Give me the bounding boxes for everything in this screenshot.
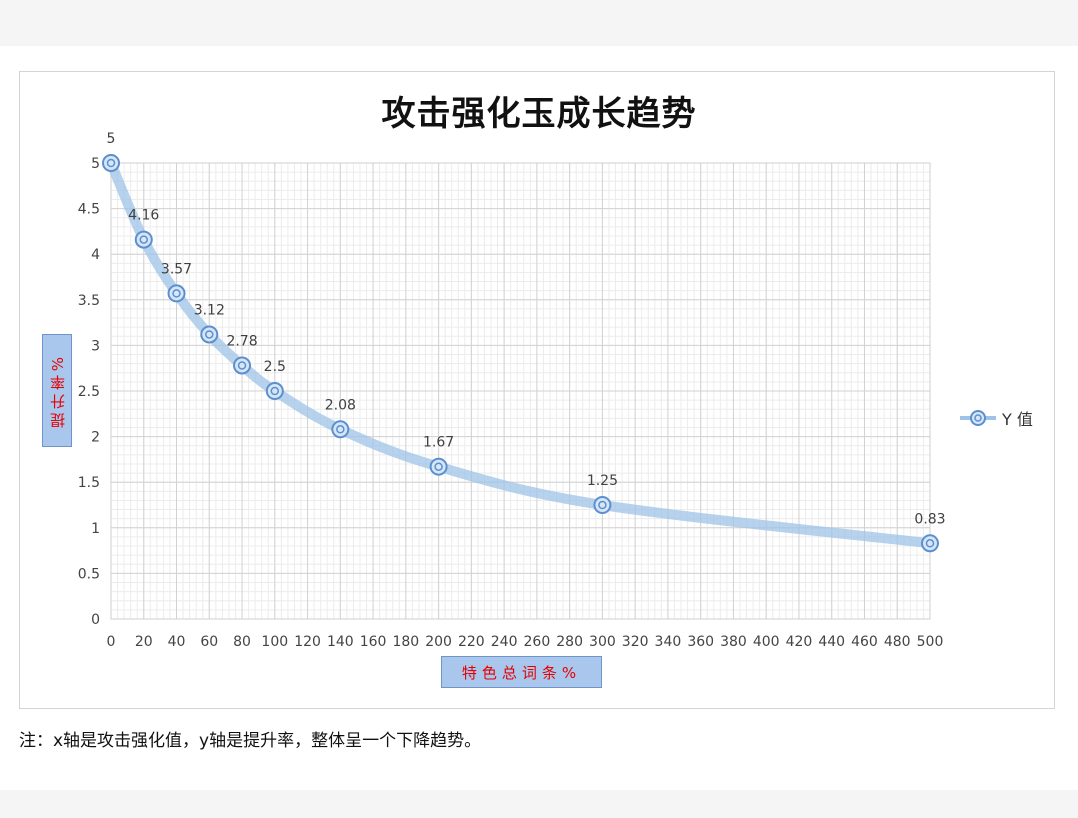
x-tick-label: 220 [458, 634, 485, 650]
x-tick-label: 460 [851, 634, 878, 650]
data-label: 3.12 [194, 302, 225, 318]
x-tick-label: 320 [622, 634, 649, 650]
x-tick-label: 500 [917, 634, 944, 650]
x-tick-label: 0 [107, 634, 116, 650]
x-tick-label: 100 [261, 634, 288, 650]
y-axis-title: 提升率% [42, 334, 72, 447]
data-point-marker [102, 154, 120, 172]
data-label: 5 [107, 131, 116, 147]
top-band [0, 0, 1078, 46]
x-tick-label: 200 [425, 634, 452, 650]
data-point-marker-inner [925, 539, 935, 548]
data-point-marker-inner [205, 330, 214, 339]
y-tick-label: 1 [91, 521, 100, 537]
legend-marker-icon [960, 410, 996, 426]
major-grid [110, 162, 931, 620]
data-point-marker-inner [336, 425, 345, 434]
y-tick-label: 1.5 [78, 475, 100, 491]
y-tick-label: 3.5 [78, 293, 100, 309]
series-curve [106, 158, 935, 549]
x-tick-label: 80 [233, 634, 251, 650]
data-point-marker-inner [237, 361, 247, 370]
data-point-marker [265, 382, 284, 400]
data-point-marker [331, 420, 350, 439]
data-point-marker-inner [172, 289, 181, 298]
x-tick-label: 300 [589, 634, 616, 650]
y-tick-label: 2.5 [78, 384, 100, 400]
x-tick-label: 480 [884, 634, 911, 650]
x-tick-label: 180 [392, 634, 419, 650]
y-tick-label: 3 [91, 338, 100, 354]
data-label: 3.57 [161, 261, 192, 277]
footnote: 注：x轴是攻击强化值，y轴是提升率，整体呈一个下降趋势。 [19, 731, 482, 751]
y-axis-title-text: 提升率% [48, 352, 67, 429]
x-tick-label: 140 [327, 634, 354, 650]
y-tick-label: 0.5 [78, 566, 100, 582]
x-axis-ticks: 0 20 40 60 80 100 120 140 160 180 200 220 240 260 280 3… [107, 634, 944, 650]
x-tick-label: 400 [753, 634, 780, 650]
data-point-marker [429, 457, 448, 476]
y-tick-label: 4 [91, 247, 100, 263]
x-tick-label: 20 [135, 634, 153, 650]
x-tick-label: 340 [655, 634, 682, 650]
x-tick-label: 380 [720, 634, 747, 650]
x-tick-label: 260 [524, 634, 551, 650]
series-markers [102, 154, 939, 553]
data-label: 2.78 [226, 333, 257, 349]
chart-title: 攻击强化玉成长趋势 [381, 94, 697, 134]
data-point-marker-inner [270, 386, 280, 396]
data-label: 1.25 [587, 473, 618, 489]
bottom-band [0, 790, 1078, 818]
x-tick-label: 240 [491, 634, 518, 650]
series-line [106, 158, 935, 549]
x-tick-label: 420 [786, 634, 813, 650]
x-tick-label: 360 [687, 634, 714, 650]
y-tick-label: 4.5 [78, 202, 100, 218]
x-tick-label: 440 [818, 634, 845, 650]
x-tick-label: 40 [168, 634, 186, 650]
data-point-marker [134, 230, 153, 249]
data-label: 2.08 [325, 397, 356, 413]
legend-label: Y 值 [1002, 410, 1033, 429]
data-point-marker-inner [434, 462, 443, 471]
data-point-marker [167, 284, 186, 303]
data-labels: 5 4.16 3.57 3.122.78 2.5 2.08 1.67 1.25 0.83 [107, 131, 946, 527]
legend: Y 值 [958, 406, 1033, 430]
data-point-marker-inner [598, 500, 607, 510]
data-label: 1.67 [423, 435, 454, 451]
y-axis-ticks: 0 0.5 1 1.5 2 2.5 3 3.5 4 4.5 5 [78, 156, 100, 628]
data-label: 0.83 [914, 511, 945, 527]
x-tick-label: 160 [360, 634, 387, 650]
y-tick-label: 2 [91, 430, 100, 446]
y-tick-label: 0 [91, 612, 100, 628]
data-point-marker [921, 534, 939, 553]
plot-border [110, 162, 931, 620]
data-point-marker [233, 356, 252, 375]
y-tick-label: 5 [91, 156, 100, 172]
data-point-marker [593, 496, 612, 514]
plot-area [110, 162, 931, 620]
x-tick-label: 280 [556, 634, 583, 650]
data-label: 2.5 [264, 359, 286, 375]
data-label: 4.16 [128, 208, 159, 224]
x-axis-title: 特色总词条% [441, 656, 602, 688]
data-point-marker [200, 325, 219, 344]
x-tick-label: 120 [294, 634, 321, 650]
x-tick-label: 60 [200, 634, 218, 650]
data-point-marker-inner [106, 158, 116, 168]
data-point-marker-inner [139, 235, 149, 244]
